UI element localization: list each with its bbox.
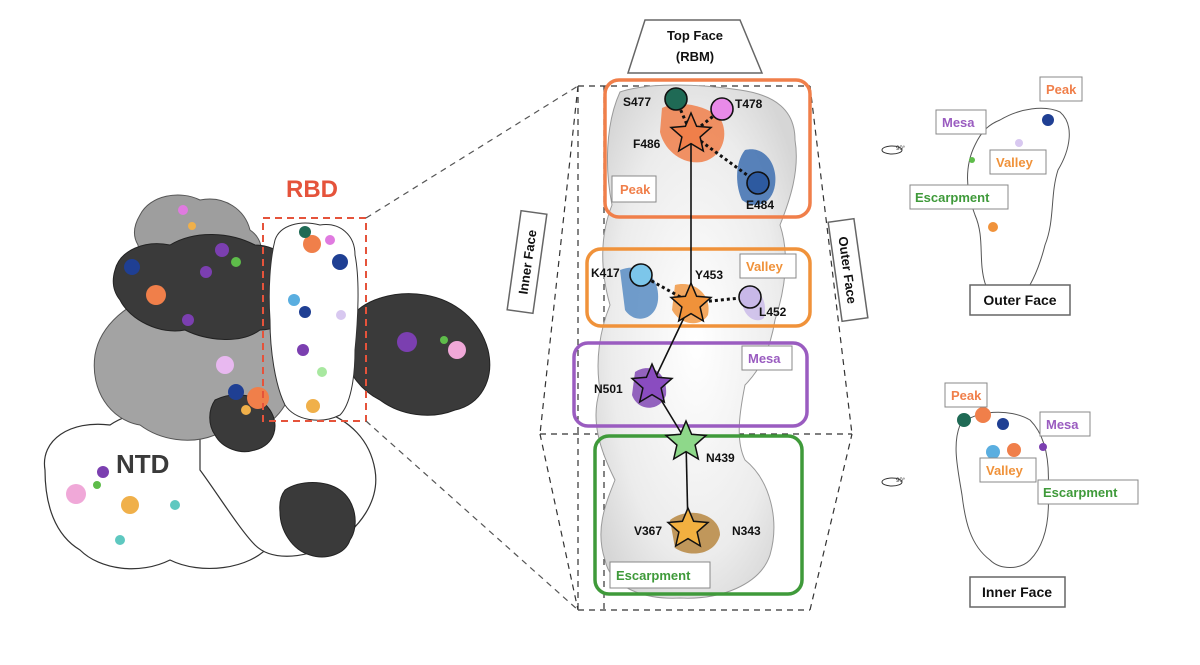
- inner-face-caption-text: Inner Face: [982, 584, 1052, 600]
- inner-face-surface: [955, 411, 1049, 568]
- outer-face-side-label: Outer Face: [827, 217, 869, 323]
- escarpment-tag-text: Escarpment: [616, 568, 691, 583]
- outer-peak-text: Peak: [1046, 82, 1077, 97]
- rotation-top-text: 90°: [896, 146, 906, 152]
- inner-face-caption: Inner Face: [969, 576, 1066, 608]
- rbd-highlight-box: [262, 217, 367, 422]
- valley-tag: Valley: [739, 253, 797, 279]
- rotation-arrow-top: 90°: [881, 145, 906, 155]
- inner-face-view: 90° Peak Mesa Valley Escarpment Inner Fa…: [881, 382, 1139, 608]
- dark-chain-surface-bottom: [279, 482, 356, 558]
- n501-label: N501: [594, 382, 623, 396]
- zoom-lines: [365, 85, 579, 611]
- k417-marker: [629, 263, 653, 287]
- n439-label: N439: [706, 451, 735, 465]
- rotation-arrow-bottom: 90°: [881, 477, 906, 487]
- valley-region-box: [585, 247, 812, 328]
- y453-star: [669, 281, 713, 323]
- rotation-bottom-text: 90°: [896, 478, 906, 484]
- residue-stars: [630, 111, 713, 548]
- t478-label: T478: [735, 97, 763, 111]
- inner-peak-tag: Peak: [944, 382, 988, 408]
- inner-escarpment-text: Escarpment: [1043, 485, 1118, 500]
- s477-label: S477: [623, 95, 651, 109]
- mesa-tag-text: Mesa: [748, 351, 781, 366]
- residue-labels: S477 T478 F486 E484 K417 Y453 L452 N501 …: [591, 95, 787, 538]
- inner-peak-text: Peak: [951, 388, 982, 403]
- outer-escarpment-tag: Escarpment: [909, 184, 1009, 210]
- s477-marker: [664, 87, 688, 111]
- v367-star: [666, 506, 710, 548]
- inner-escarpment-tag: Escarpment: [1037, 479, 1139, 505]
- rbd-white-surface: [268, 222, 359, 421]
- k417-label: K417: [591, 266, 620, 280]
- n343-label: N343: [732, 524, 761, 538]
- n501-star: [630, 362, 674, 404]
- rbd-label: RBD: [286, 176, 338, 203]
- escarpment-tag: Escarpment: [609, 561, 711, 589]
- inner-face-side-label: Inner Face: [506, 209, 548, 315]
- outer-mesa-text: Mesa: [942, 115, 975, 130]
- top-face-line1: Top Face: [667, 28, 723, 43]
- peak-region-box: [603, 78, 812, 219]
- peak-tag-text: Peak: [620, 182, 651, 197]
- inner-valley-tag: Valley: [979, 457, 1037, 483]
- ntd-label: NTD: [116, 449, 169, 479]
- top-face-line2: (RBM): [676, 49, 714, 64]
- e484-marker: [746, 171, 770, 195]
- residue-markers: [629, 87, 770, 309]
- v367-label: V367: [634, 524, 662, 538]
- t478-marker: [710, 97, 734, 121]
- mesa-tag: Mesa: [741, 345, 793, 371]
- y453-label: Y453: [695, 268, 723, 282]
- rbd-detail-panel: S477 T478 F486 E484 K417 Y453 L452 N501 …: [506, 19, 869, 611]
- outer-escarpment-text: Escarpment: [915, 190, 990, 205]
- outer-face-caption-text: Outer Face: [983, 292, 1056, 308]
- outer-mesa-tag: Mesa: [935, 109, 987, 135]
- inner-mesa-tag: Mesa: [1039, 411, 1091, 437]
- outer-valley-tag: Valley: [989, 149, 1047, 175]
- top-face-label: Top Face (RBM): [626, 19, 764, 74]
- peak-tag: Peak: [611, 175, 657, 203]
- outer-valley-text: Valley: [996, 155, 1034, 170]
- l452-label: L452: [759, 305, 787, 319]
- inner-mesa-text: Mesa: [1046, 417, 1079, 432]
- n439-star: [664, 419, 708, 461]
- f486-label: F486: [633, 137, 661, 151]
- l452-marker: [738, 285, 762, 309]
- outer-face-caption: Outer Face: [969, 284, 1071, 316]
- spike-protein-structure: RBD NTD: [43, 176, 491, 570]
- outer-peak-tag: Peak: [1039, 76, 1083, 102]
- f486-star: [669, 111, 713, 153]
- e484-label: E484: [746, 198, 774, 212]
- valley-tag-text: Valley: [746, 259, 784, 274]
- outer-face-view: 90° Peak Mesa Valley Escarpment Outer Fa…: [881, 76, 1083, 316]
- inner-valley-text: Valley: [986, 463, 1024, 478]
- mesa-region-box: [572, 341, 809, 428]
